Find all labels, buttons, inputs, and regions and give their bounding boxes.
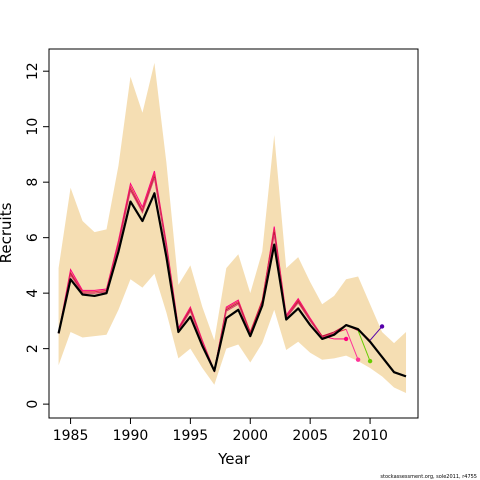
estimate-line xyxy=(57,192,407,378)
y-axis: 0 2 4 6 8 10 12 xyxy=(25,62,49,409)
plot-frame xyxy=(48,48,419,419)
x-tick-label: 1990 xyxy=(113,428,149,444)
x-tick-label: 1995 xyxy=(173,428,209,444)
x-axis-title: Year xyxy=(217,450,251,468)
y-tick-label: 12 xyxy=(25,62,41,80)
y-tick-label: 10 xyxy=(25,118,41,136)
retro-tail-2011 xyxy=(369,326,383,341)
retro-point-2009 xyxy=(355,357,361,362)
x-tick-label: 1985 xyxy=(53,428,89,444)
y-tick-label: 4 xyxy=(25,289,41,298)
y-axis-title: Recruits xyxy=(0,202,15,263)
x-tick-label: 2010 xyxy=(352,428,388,444)
x-tick-label: 2000 xyxy=(232,428,268,444)
retro-tail-2009 xyxy=(345,329,359,360)
y-tick-label: 0 xyxy=(25,400,41,409)
retro-tail-2010 xyxy=(357,330,371,362)
y-tick-label: 8 xyxy=(25,178,41,187)
y-tick-label: 2 xyxy=(25,344,41,353)
retro-point-2011 xyxy=(379,324,385,329)
retro-point-2010 xyxy=(367,358,373,364)
retro-point-2008 xyxy=(343,336,349,342)
y-tick-label: 6 xyxy=(25,233,41,242)
confidence-band xyxy=(58,62,407,394)
x-axis: 1985 1990 1995 2000 2005 2010 xyxy=(53,418,388,444)
estimate-line-layer xyxy=(57,192,407,378)
x-tick-label: 2005 xyxy=(292,428,328,444)
confidence-band-layer xyxy=(58,62,407,394)
credit-text: stockassessment.org, sole2011, r4755 xyxy=(380,474,477,480)
